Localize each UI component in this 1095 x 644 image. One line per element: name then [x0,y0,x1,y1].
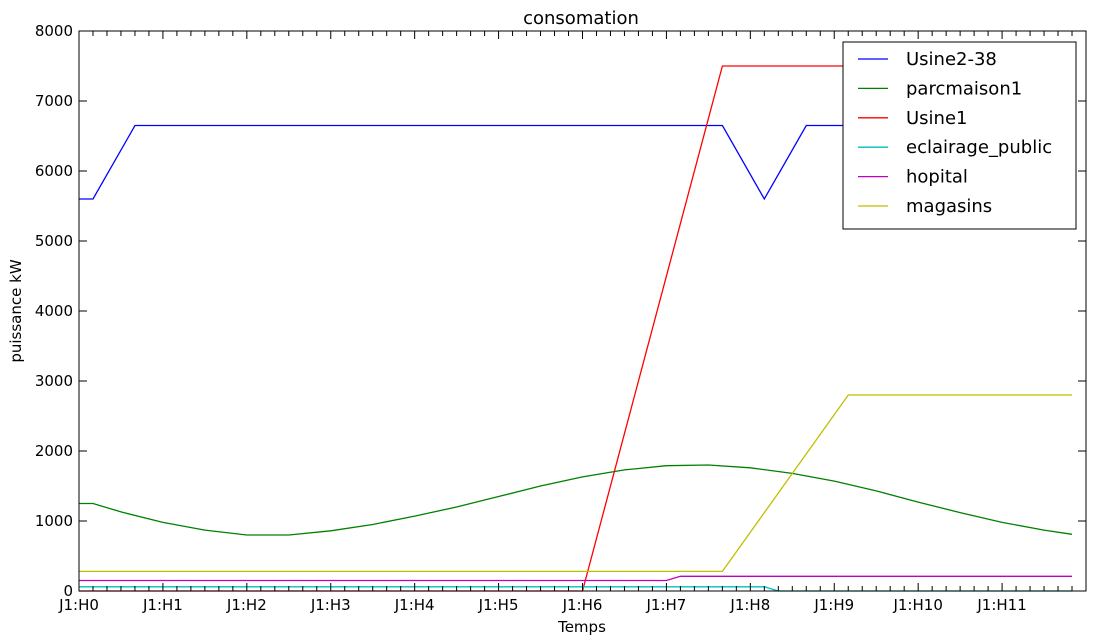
legend-label: parcmaison1 [906,78,1022,99]
plot-frame [78,30,1087,592]
y-tick-label: 7000 [35,92,73,110]
legend-label: magasins [906,196,992,217]
y-tick-label: 4000 [35,302,73,320]
x-tick-label: J1:H1 [142,596,183,614]
chart-title: consomation [523,8,639,29]
x-tick-label: J1:H7 [645,596,686,614]
series-line-magasins [79,394,1072,573]
x-tick-label: J1:H4 [394,596,435,614]
x-tick-label: J1:H2 [226,596,267,614]
y-axis-label: puissance kW [7,259,25,362]
legend-label: eclairage_public [906,137,1052,158]
x-tick-label: J1:H3 [310,596,351,614]
ticks-layer: 0 1000 2000 3000 4000 5000 6000 7000 8000 J1:H0 J1… [35,22,1087,614]
legend: Usine2-38 parcmaison1 Usine1 eclairage_publ… [842,41,1077,230]
x-tick-label: J1:H6 [562,596,603,614]
y-tick-label: 8000 [35,22,73,40]
x-tick-label: J1:H10 [892,596,942,614]
legend-label: Usine2-38 [906,49,997,70]
y-tick-label: 6000 [35,162,73,180]
series-line-parcmaison1 [79,464,1073,536]
y-tick-label: 0 [63,582,73,600]
x-axis-label: Temps [557,618,606,636]
legend-box [842,41,1077,230]
legend-label: Usine1 [906,108,968,129]
series-line-usine2-38 [79,124,1072,201]
y-tick-label: 3000 [35,372,73,390]
x-tick-label: J1:H8 [729,596,770,614]
legend-label: hopital [906,167,968,188]
x-tick-label: J1:H9 [813,596,854,614]
x-tick-label: J1:H0 [58,596,99,614]
series-line-hopital [79,575,1072,582]
x-tick-label: J1:H11 [976,596,1026,614]
y-tick-label: 2000 [35,442,73,460]
y-tick-label: 1000 [35,512,73,530]
y-tick-label: 5000 [35,232,73,250]
x-tick-label: J1:H5 [478,596,519,614]
